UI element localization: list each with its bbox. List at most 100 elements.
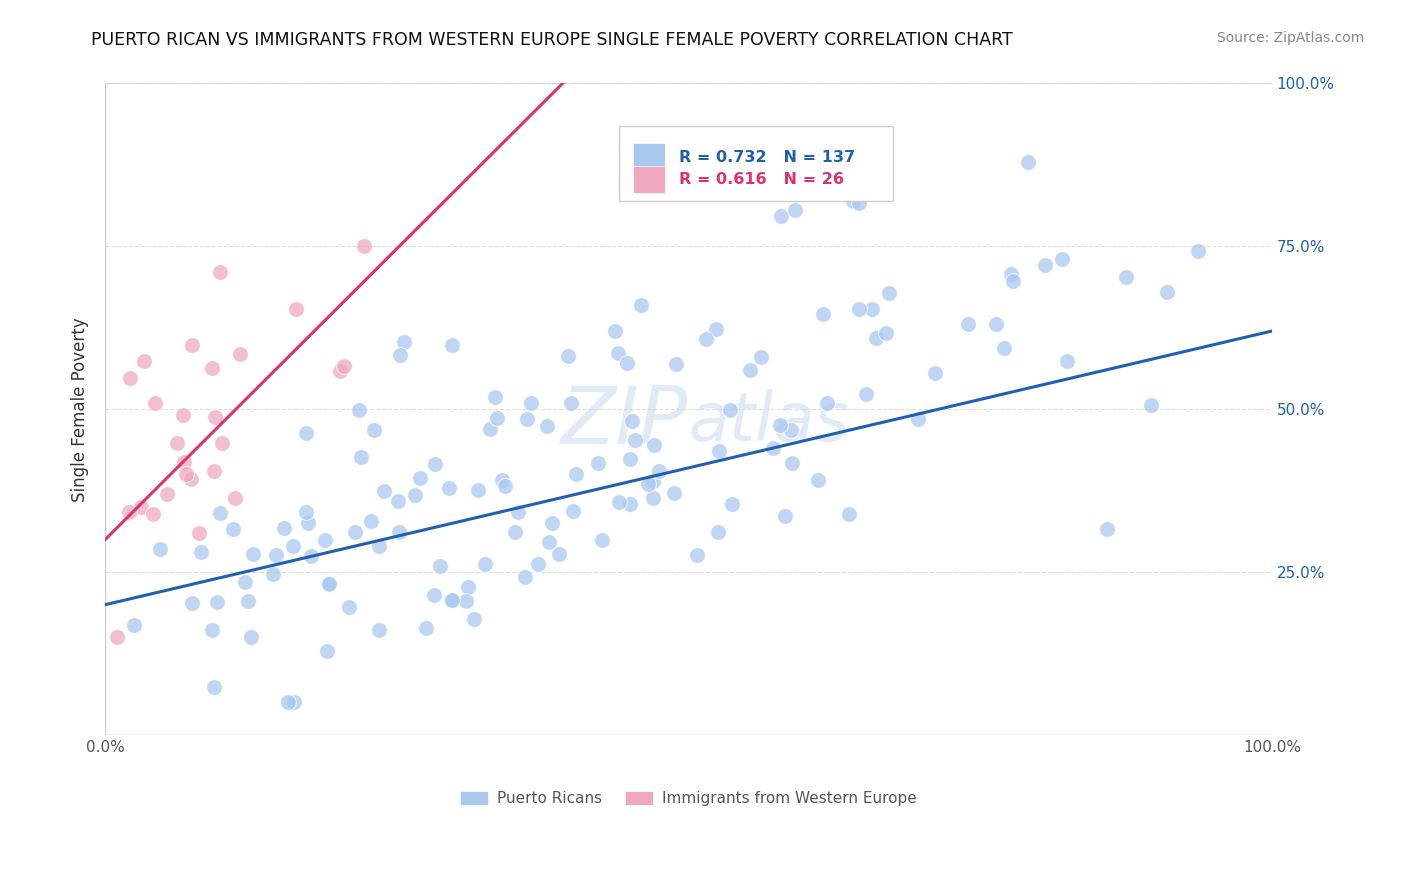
Point bbox=[209, 506, 232, 520]
Point bbox=[454, 594, 477, 608]
Point bbox=[264, 548, 287, 562]
Point bbox=[394, 335, 416, 350]
Point bbox=[202, 464, 225, 478]
Point bbox=[180, 472, 202, 486]
Point bbox=[756, 172, 779, 186]
Point bbox=[343, 524, 366, 539]
Point bbox=[637, 477, 659, 491]
Point bbox=[457, 580, 479, 594]
Point bbox=[538, 534, 561, 549]
Point bbox=[173, 455, 195, 469]
Point bbox=[647, 463, 669, 477]
Point bbox=[368, 624, 391, 638]
Point bbox=[188, 525, 211, 540]
FancyBboxPatch shape bbox=[619, 126, 893, 201]
Point bbox=[1000, 268, 1022, 282]
Point bbox=[474, 558, 496, 572]
Point bbox=[205, 595, 228, 609]
Point bbox=[467, 483, 489, 497]
Point bbox=[630, 298, 652, 312]
Point bbox=[222, 522, 245, 536]
Point bbox=[363, 423, 385, 437]
Bar bbox=[633, 166, 665, 193]
Point bbox=[707, 525, 730, 540]
Point bbox=[718, 403, 741, 417]
Point bbox=[993, 341, 1015, 355]
Point bbox=[423, 588, 446, 602]
Point bbox=[738, 362, 761, 376]
Point bbox=[1017, 154, 1039, 169]
Text: atlas: atlas bbox=[689, 389, 849, 455]
Point bbox=[318, 575, 340, 590]
Point bbox=[855, 387, 877, 401]
Point bbox=[624, 434, 647, 448]
Point bbox=[337, 600, 360, 615]
Text: ZIP: ZIP bbox=[561, 384, 689, 461]
Point bbox=[879, 286, 901, 301]
Point bbox=[174, 467, 197, 482]
Point bbox=[415, 621, 437, 635]
Point bbox=[619, 451, 641, 466]
Point bbox=[557, 349, 579, 363]
Text: PUERTO RICAN VS IMMIGRANTS FROM WESTERN EUROPE SINGLE FEMALE POVERTY CORRELATION: PUERTO RICAN VS IMMIGRANTS FROM WESTERN … bbox=[91, 31, 1014, 49]
Point bbox=[409, 471, 432, 485]
Point bbox=[513, 570, 536, 584]
Point bbox=[368, 539, 391, 553]
Point bbox=[779, 423, 801, 437]
Point bbox=[586, 456, 609, 470]
Point bbox=[242, 547, 264, 561]
Point bbox=[662, 485, 685, 500]
Point bbox=[643, 474, 665, 488]
Point bbox=[1095, 522, 1118, 536]
Point bbox=[262, 567, 284, 582]
Point bbox=[848, 301, 870, 316]
Point bbox=[295, 506, 318, 520]
Point bbox=[907, 412, 929, 426]
Point bbox=[505, 524, 527, 539]
Point bbox=[986, 317, 1008, 331]
Point bbox=[201, 624, 224, 638]
Point bbox=[129, 500, 152, 514]
Point bbox=[440, 593, 463, 607]
Point bbox=[491, 473, 513, 487]
Point bbox=[560, 395, 582, 409]
Point bbox=[709, 443, 731, 458]
Point bbox=[860, 302, 883, 317]
Point bbox=[785, 202, 807, 217]
Point bbox=[283, 539, 305, 553]
Point bbox=[295, 426, 318, 441]
Point bbox=[156, 487, 179, 501]
Point bbox=[721, 497, 744, 511]
Point bbox=[704, 322, 727, 336]
Point bbox=[607, 345, 630, 359]
Point bbox=[239, 630, 262, 644]
Point bbox=[105, 630, 128, 644]
Point bbox=[591, 533, 613, 548]
Point bbox=[838, 507, 860, 521]
Point bbox=[333, 359, 356, 373]
Point bbox=[299, 549, 322, 563]
Point bbox=[762, 442, 785, 456]
Point bbox=[1033, 259, 1056, 273]
Point bbox=[685, 548, 707, 562]
Point bbox=[605, 324, 627, 338]
Point bbox=[479, 422, 502, 436]
Legend: Puerto Ricans, Immigrants from Western Europe: Puerto Ricans, Immigrants from Western E… bbox=[454, 785, 922, 813]
Point bbox=[285, 301, 308, 316]
Point bbox=[957, 317, 980, 331]
Point bbox=[318, 576, 340, 591]
Point bbox=[349, 450, 371, 464]
Point bbox=[815, 396, 838, 410]
Point bbox=[388, 348, 411, 362]
Point bbox=[565, 467, 588, 482]
Point bbox=[166, 436, 188, 450]
Point bbox=[404, 488, 426, 502]
Text: R = 0.732   N = 137: R = 0.732 N = 137 bbox=[679, 150, 855, 164]
Point bbox=[695, 332, 717, 346]
Point bbox=[440, 592, 463, 607]
Point bbox=[238, 594, 260, 608]
Point bbox=[229, 347, 252, 361]
Point bbox=[848, 195, 870, 210]
Point bbox=[204, 410, 226, 425]
Point bbox=[142, 508, 165, 522]
